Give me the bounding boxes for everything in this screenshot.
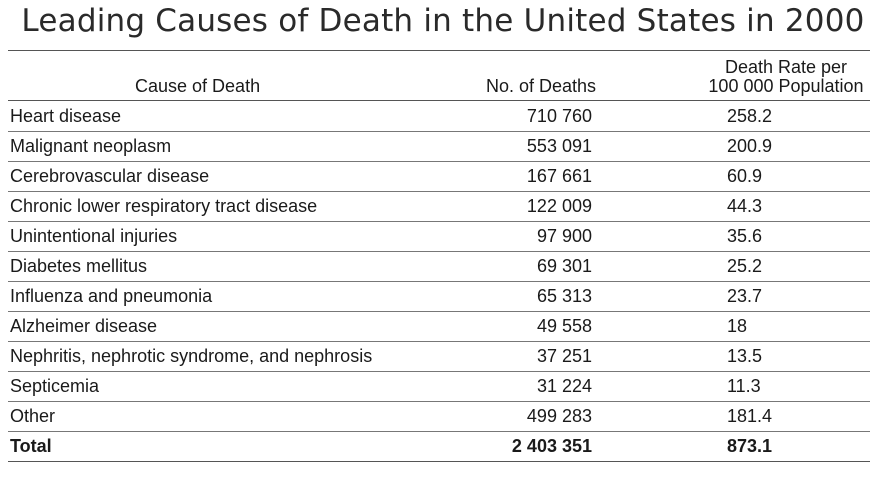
cause-cell: Nephritis, nephrotic syndrome, and nephr… — [10, 346, 373, 366]
total-rate: 873.1 — [727, 436, 773, 456]
deaths-cell: 49 558 — [536, 316, 592, 336]
header-rate-line2: 100 000 Population — [708, 76, 864, 96]
cause-cell: Influenza and pneumonia — [10, 286, 213, 306]
row-divider — [8, 371, 870, 372]
deaths-cell: 69 301 — [536, 256, 592, 276]
table-row: Malignant neoplasm 553 091 200.9 — [8, 132, 870, 162]
rate-cell: 13.5 — [727, 346, 763, 366]
cause-cell: Unintentional injuries — [10, 226, 178, 246]
header-deaths: No. of Deaths — [486, 76, 597, 96]
rate-cell: 23.7 — [727, 286, 763, 306]
total-row: Total 2 403 351 873.1 — [8, 432, 870, 462]
row-divider — [8, 161, 870, 162]
deaths-cell: 553 091 — [526, 136, 592, 156]
row-divider — [8, 281, 870, 282]
deaths-cell: 499 283 — [526, 406, 592, 426]
header-rule — [8, 100, 870, 101]
cause-cell: Diabetes mellitus — [10, 256, 148, 276]
header-rate: Death Rate per 100 000 Population — [698, 58, 874, 96]
table-row: Cerebrovascular disease 167 661 60.9 — [8, 162, 870, 192]
rate-cell: 200.9 — [727, 136, 773, 156]
deaths-cell: 97 900 — [536, 226, 592, 246]
total-deaths: 2 403 351 — [511, 436, 592, 456]
table-row: Septicemia 31 224 11.3 — [8, 372, 870, 402]
table-row: Diabetes mellitus 69 301 25.2 — [8, 252, 870, 282]
row-divider — [8, 401, 870, 402]
table-row: Chronic lower respiratory tract disease … — [8, 192, 870, 222]
rate-cell: 181.4 — [727, 406, 773, 426]
cause-cell: Cerebrovascular disease — [10, 166, 210, 186]
cause-cell: Heart disease — [10, 106, 122, 126]
deaths-cell: 31 224 — [536, 376, 592, 396]
rate-cell: 18 — [727, 316, 748, 336]
table-row: Nephritis, nephrotic syndrome, and nephr… — [8, 342, 870, 372]
table-row: Unintentional injuries 97 900 35.6 — [8, 222, 870, 252]
deaths-cell: 122 009 — [526, 196, 592, 216]
cause-cell: Malignant neoplasm — [10, 136, 172, 156]
row-divider — [8, 311, 870, 312]
table-row: Influenza and pneumonia 65 313 23.7 — [8, 282, 870, 312]
rate-cell: 60.9 — [727, 166, 763, 186]
cause-cell: Chronic lower respiratory tract disease — [10, 196, 318, 216]
row-divider — [8, 431, 870, 432]
table-row: Other 499 283 181.4 — [8, 402, 870, 432]
cause-cell: Other — [10, 406, 56, 426]
cause-cell: Septicemia — [10, 376, 100, 396]
rate-cell: 258.2 — [727, 106, 773, 126]
rate-cell: 44.3 — [727, 196, 763, 216]
rate-cell: 25.2 — [727, 256, 763, 276]
row-divider — [8, 251, 870, 252]
header-cause: Cause of Death — [135, 76, 261, 96]
total-label: Total — [10, 436, 52, 456]
row-divider — [8, 341, 870, 342]
deaths-cell: 37 251 — [536, 346, 592, 366]
top-rule — [8, 50, 870, 51]
header-rate-line1: Death Rate per — [724, 57, 848, 77]
cause-cell: Alzheimer disease — [10, 316, 158, 336]
deaths-cell: 167 661 — [526, 166, 592, 186]
rate-cell: 35.6 — [727, 226, 763, 246]
row-divider — [8, 221, 870, 222]
deaths-cell: 65 313 — [536, 286, 592, 306]
table-row: Alzheimer disease 49 558 18 — [8, 312, 870, 342]
deaths-cell: 710 760 — [526, 106, 592, 126]
rate-cell: 11.3 — [727, 376, 761, 396]
table-row: Heart disease 710 760 258.2 — [8, 102, 870, 132]
bottom-rule — [8, 461, 870, 462]
row-divider — [8, 191, 870, 192]
table-title: Leading Causes of Death in the United St… — [21, 3, 865, 39]
row-divider — [8, 131, 870, 132]
